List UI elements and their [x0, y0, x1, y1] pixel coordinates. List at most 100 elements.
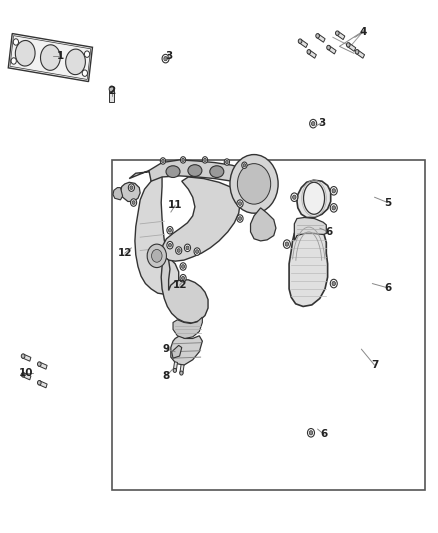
Text: 10: 10 — [19, 368, 34, 378]
Bar — [112, 160, 425, 490]
Circle shape — [182, 276, 184, 280]
Circle shape — [130, 186, 133, 189]
Circle shape — [327, 45, 330, 50]
Circle shape — [230, 155, 278, 213]
Polygon shape — [328, 46, 336, 54]
Text: 3: 3 — [318, 118, 325, 127]
Circle shape — [173, 368, 177, 373]
Circle shape — [194, 248, 200, 255]
Polygon shape — [317, 34, 325, 42]
Circle shape — [152, 249, 162, 262]
Circle shape — [21, 354, 25, 358]
Circle shape — [177, 248, 180, 253]
Ellipse shape — [15, 41, 35, 66]
Circle shape — [293, 195, 296, 199]
Polygon shape — [347, 43, 356, 51]
Polygon shape — [297, 180, 331, 217]
Polygon shape — [308, 50, 316, 58]
Circle shape — [226, 160, 228, 164]
Circle shape — [38, 381, 41, 385]
Polygon shape — [180, 365, 184, 374]
Circle shape — [180, 371, 183, 375]
Circle shape — [239, 217, 242, 221]
Ellipse shape — [188, 165, 202, 176]
Circle shape — [283, 240, 290, 248]
Text: 7: 7 — [371, 360, 378, 370]
Circle shape — [164, 56, 167, 61]
Text: 5: 5 — [384, 198, 391, 207]
Circle shape — [160, 158, 166, 164]
Circle shape — [309, 431, 313, 435]
Text: 2: 2 — [108, 86, 115, 95]
Circle shape — [128, 184, 134, 191]
Circle shape — [307, 429, 314, 437]
Circle shape — [285, 242, 289, 246]
Circle shape — [239, 201, 242, 205]
Polygon shape — [120, 182, 140, 201]
Circle shape — [355, 50, 359, 54]
Circle shape — [243, 164, 246, 167]
Ellipse shape — [40, 45, 60, 70]
Circle shape — [180, 263, 186, 270]
Text: 11: 11 — [168, 200, 183, 210]
Circle shape — [132, 201, 135, 205]
Circle shape — [237, 215, 243, 222]
Circle shape — [291, 193, 298, 201]
Text: 6: 6 — [325, 227, 332, 237]
Ellipse shape — [304, 182, 325, 214]
Polygon shape — [110, 89, 114, 102]
Circle shape — [332, 281, 336, 286]
Text: 9: 9 — [163, 344, 170, 354]
Circle shape — [237, 164, 271, 204]
Circle shape — [186, 246, 189, 249]
Text: 12: 12 — [172, 280, 187, 290]
Text: 1: 1 — [57, 51, 64, 61]
Circle shape — [332, 189, 336, 193]
Circle shape — [169, 229, 172, 232]
Polygon shape — [161, 257, 208, 323]
Polygon shape — [173, 317, 202, 338]
Circle shape — [330, 187, 337, 195]
Circle shape — [330, 204, 337, 212]
Polygon shape — [173, 362, 177, 371]
Circle shape — [195, 249, 199, 253]
Circle shape — [346, 43, 350, 47]
Circle shape — [311, 122, 315, 126]
Circle shape — [182, 158, 184, 161]
Circle shape — [242, 162, 247, 168]
Ellipse shape — [210, 166, 224, 177]
Circle shape — [224, 159, 230, 165]
Ellipse shape — [66, 49, 85, 75]
Circle shape — [330, 279, 337, 288]
Text: 6: 6 — [321, 430, 328, 439]
Polygon shape — [162, 177, 240, 261]
Circle shape — [167, 227, 173, 234]
Circle shape — [169, 243, 172, 247]
Polygon shape — [336, 31, 345, 39]
Circle shape — [82, 70, 88, 76]
Circle shape — [180, 274, 186, 282]
Text: 6: 6 — [384, 283, 391, 293]
Polygon shape — [171, 336, 202, 365]
Polygon shape — [299, 39, 307, 47]
Polygon shape — [129, 171, 179, 294]
Text: 12: 12 — [117, 248, 132, 258]
Circle shape — [13, 39, 18, 45]
Polygon shape — [39, 381, 47, 388]
Circle shape — [109, 86, 114, 92]
Circle shape — [38, 362, 41, 366]
Circle shape — [307, 50, 311, 54]
Circle shape — [180, 157, 186, 163]
Circle shape — [298, 39, 302, 43]
Circle shape — [332, 206, 336, 210]
Polygon shape — [356, 50, 364, 58]
Polygon shape — [172, 345, 182, 358]
Polygon shape — [39, 362, 47, 369]
Polygon shape — [294, 217, 326, 241]
Text: 4: 4 — [360, 27, 367, 37]
Polygon shape — [289, 225, 328, 306]
Circle shape — [147, 244, 166, 268]
Circle shape — [85, 51, 90, 58]
Circle shape — [11, 58, 16, 64]
Polygon shape — [8, 34, 92, 82]
